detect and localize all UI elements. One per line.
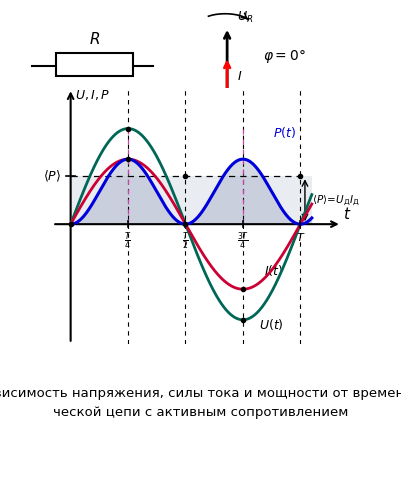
Text: $U_R$: $U_R$ — [237, 9, 253, 25]
Text: $\frac{T}{2}$: $\frac{T}{2}$ — [181, 231, 188, 252]
Text: $\langle P\rangle$: $\langle P\rangle$ — [43, 169, 61, 184]
Text: $\langle P\rangle\!=\!U_{\text{Д}}I_{\text{Д}}$: $\langle P\rangle\!=\!U_{\text{Д}}I_{\te… — [311, 193, 358, 207]
Text: $U,I,P$: $U,I,P$ — [75, 88, 110, 103]
Text: $R$: $R$ — [89, 31, 100, 47]
Text: $\frac{3T}{4}$: $\frac{3T}{4}$ — [236, 231, 248, 252]
Text: Рис. 194. Зависимость напряжения, силы тока и мощности от времени в электри-
чес: Рис. 194. Зависимость напряжения, силы т… — [0, 387, 401, 419]
Text: $\frac{T}{4}$: $\frac{T}{4}$ — [124, 231, 132, 252]
Text: $\varphi = 0°$: $\varphi = 0°$ — [263, 48, 305, 65]
Text: $I$: $I$ — [237, 71, 242, 83]
Text: $U(t)$: $U(t)$ — [258, 317, 283, 332]
Text: $P(t)$: $P(t)$ — [272, 125, 295, 140]
Text: $I(t)$: $I(t)$ — [263, 264, 282, 278]
Text: $t$: $t$ — [342, 206, 350, 222]
Text: $T$: $T$ — [295, 231, 304, 243]
FancyBboxPatch shape — [56, 53, 132, 76]
